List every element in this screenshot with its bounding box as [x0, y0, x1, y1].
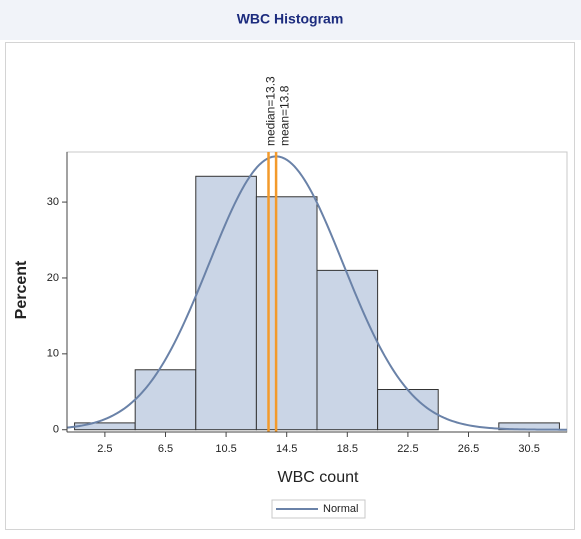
x-tick-label: 6.5	[158, 443, 173, 455]
x-tick-label: 30.5	[518, 443, 539, 455]
x-tick-label: 10.5	[215, 443, 236, 455]
x-axis-label: WBC count	[278, 469, 359, 486]
y-tick-label: 10	[47, 348, 59, 360]
bar	[134, 369, 197, 431]
bar	[195, 175, 257, 431]
bar	[74, 422, 136, 431]
x-tick-label: 18.5	[337, 443, 358, 455]
legend-box	[271, 499, 366, 519]
x-tick-label: 22.5	[397, 443, 418, 455]
chart-title: WBC Histogram	[237, 11, 344, 27]
y-tick-label: 20	[47, 272, 59, 284]
y-axis-label: Percent	[13, 260, 30, 319]
x-tick-label: 14.5	[276, 443, 297, 455]
bar	[255, 196, 318, 431]
normal-curve	[66, 155, 567, 431]
reference-label: median=13.3	[264, 76, 278, 146]
bar	[316, 269, 379, 431]
reference-label: mean=13.8	[277, 85, 291, 146]
y-tick-label: 0	[53, 424, 59, 436]
y-tick-label: 30	[47, 196, 59, 208]
title-band	[0, 0, 581, 40]
legend-label: Normal	[323, 503, 358, 515]
x-tick-label: 26.5	[458, 443, 479, 455]
x-tick-label: 2.5	[97, 443, 112, 455]
